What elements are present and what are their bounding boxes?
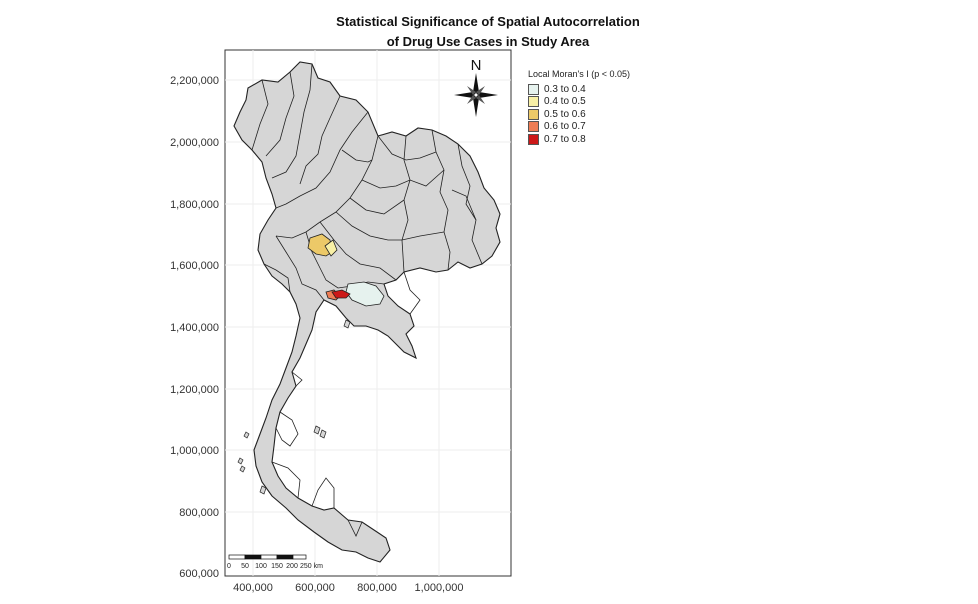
y-tick-label: 600,000 <box>179 568 219 580</box>
province-border <box>361 169 445 189</box>
legend-swatch <box>528 108 539 120</box>
scale-bar-label: 100 <box>255 563 267 570</box>
province-border <box>275 111 369 209</box>
y-tick-label: 1,800,000 <box>170 199 219 211</box>
province-border <box>275 235 325 301</box>
island <box>259 485 267 495</box>
legend: Local Moran's I (p < 0.05) 0.3 to 0.4 0.… <box>528 69 630 146</box>
y-axis-labels: 2,200,000 2,000,000 1,800,000 1,600,000 … <box>170 75 219 580</box>
scale-segment <box>260 554 278 560</box>
province-border <box>347 519 363 537</box>
scale-segment <box>292 554 307 560</box>
province-border <box>451 189 477 221</box>
island <box>239 465 246 473</box>
province-border <box>291 371 303 387</box>
legend-item: 0.3 to 0.4 <box>528 83 630 96</box>
legend-label: 0.6 to 0.7 <box>544 121 586 133</box>
province-border <box>275 411 299 447</box>
y-tick-label: 2,200,000 <box>170 75 219 87</box>
legend-items: 0.3 to 0.4 0.4 to 0.5 0.5 to 0.6 0.6 to … <box>528 83 630 146</box>
scale-segment <box>244 554 262 560</box>
islands <box>237 319 351 495</box>
x-tick-label: 600,000 <box>295 582 335 594</box>
province-0.5-to-0.6 <box>307 233 333 257</box>
north-arrow-label: N <box>471 57 482 74</box>
legend-swatch <box>528 121 539 133</box>
province-border <box>311 477 335 508</box>
province-border <box>431 129 451 271</box>
island <box>243 431 250 439</box>
y-tick-label: 800,000 <box>179 507 219 519</box>
scale-bar-label: 50 <box>241 563 249 570</box>
scale-bar: 0 50 100 150 200 250 km <box>227 554 323 570</box>
legend-item: 0.6 to 0.7 <box>528 121 630 134</box>
province-border <box>349 197 405 215</box>
province-border <box>251 79 269 151</box>
scale-bar-label: 250 km <box>300 563 323 570</box>
x-tick-label: 1,000,000 <box>415 582 464 594</box>
island <box>313 425 321 435</box>
compass-rose-icon <box>454 73 498 117</box>
province-border <box>271 461 301 499</box>
scale-segment <box>276 554 294 560</box>
legend-swatch <box>528 83 539 95</box>
legend-item: 0.5 to 0.6 <box>528 108 630 121</box>
north-arrow: N <box>454 57 498 117</box>
legend-title: Local Moran's I (p < 0.05) <box>528 69 631 79</box>
significant-provinces <box>307 233 385 307</box>
scale-bar-label: 0 <box>227 563 231 570</box>
y-tick-label: 1,200,000 <box>170 384 219 396</box>
province-border <box>271 63 313 179</box>
province-border <box>319 221 397 281</box>
province-border <box>263 263 291 293</box>
island <box>237 457 244 465</box>
y-tick-label: 1,000,000 <box>170 445 219 457</box>
legend-label: 0.4 to 0.5 <box>544 96 586 108</box>
province-border <box>265 71 295 157</box>
scale-segment <box>228 554 246 560</box>
province-0.7-to-0.8 <box>331 289 351 299</box>
province-border <box>457 143 483 265</box>
province-0.4-to-0.5 <box>324 239 338 257</box>
province-border <box>377 135 437 161</box>
scale-bar-label: 200 <box>286 563 298 570</box>
map-title-line-1: Statistical Significance of Spatial Auto… <box>336 14 640 29</box>
legend-label: 0.3 to 0.4 <box>544 83 586 95</box>
y-tick-label: 2,000,000 <box>170 137 219 149</box>
province-border <box>403 271 421 315</box>
y-tick-label: 1,400,000 <box>170 322 219 334</box>
legend-item: 0.4 to 0.5 <box>528 96 630 109</box>
province-border <box>299 95 341 185</box>
legend-swatch <box>528 96 539 108</box>
province-border <box>341 149 373 163</box>
x-axis-labels: 400,000 600,000 800,000 1,000,000 <box>233 582 463 594</box>
x-tick-label: 400,000 <box>233 582 273 594</box>
legend-swatch <box>528 133 539 145</box>
legend-item: 0.7 to 0.8 <box>528 133 630 146</box>
scale-bar-label: 150 <box>271 563 283 570</box>
x-tick-label: 800,000 <box>357 582 397 594</box>
province-borders <box>251 63 483 537</box>
legend-label: 0.7 to 0.8 <box>544 133 586 145</box>
island <box>319 429 327 439</box>
y-tick-label: 1,600,000 <box>170 260 219 272</box>
province-border <box>335 211 445 241</box>
legend-label: 0.5 to 0.6 <box>544 108 586 120</box>
island <box>343 319 351 329</box>
map-title-line-2: of Drug Use Cases in Study Area <box>386 34 590 49</box>
